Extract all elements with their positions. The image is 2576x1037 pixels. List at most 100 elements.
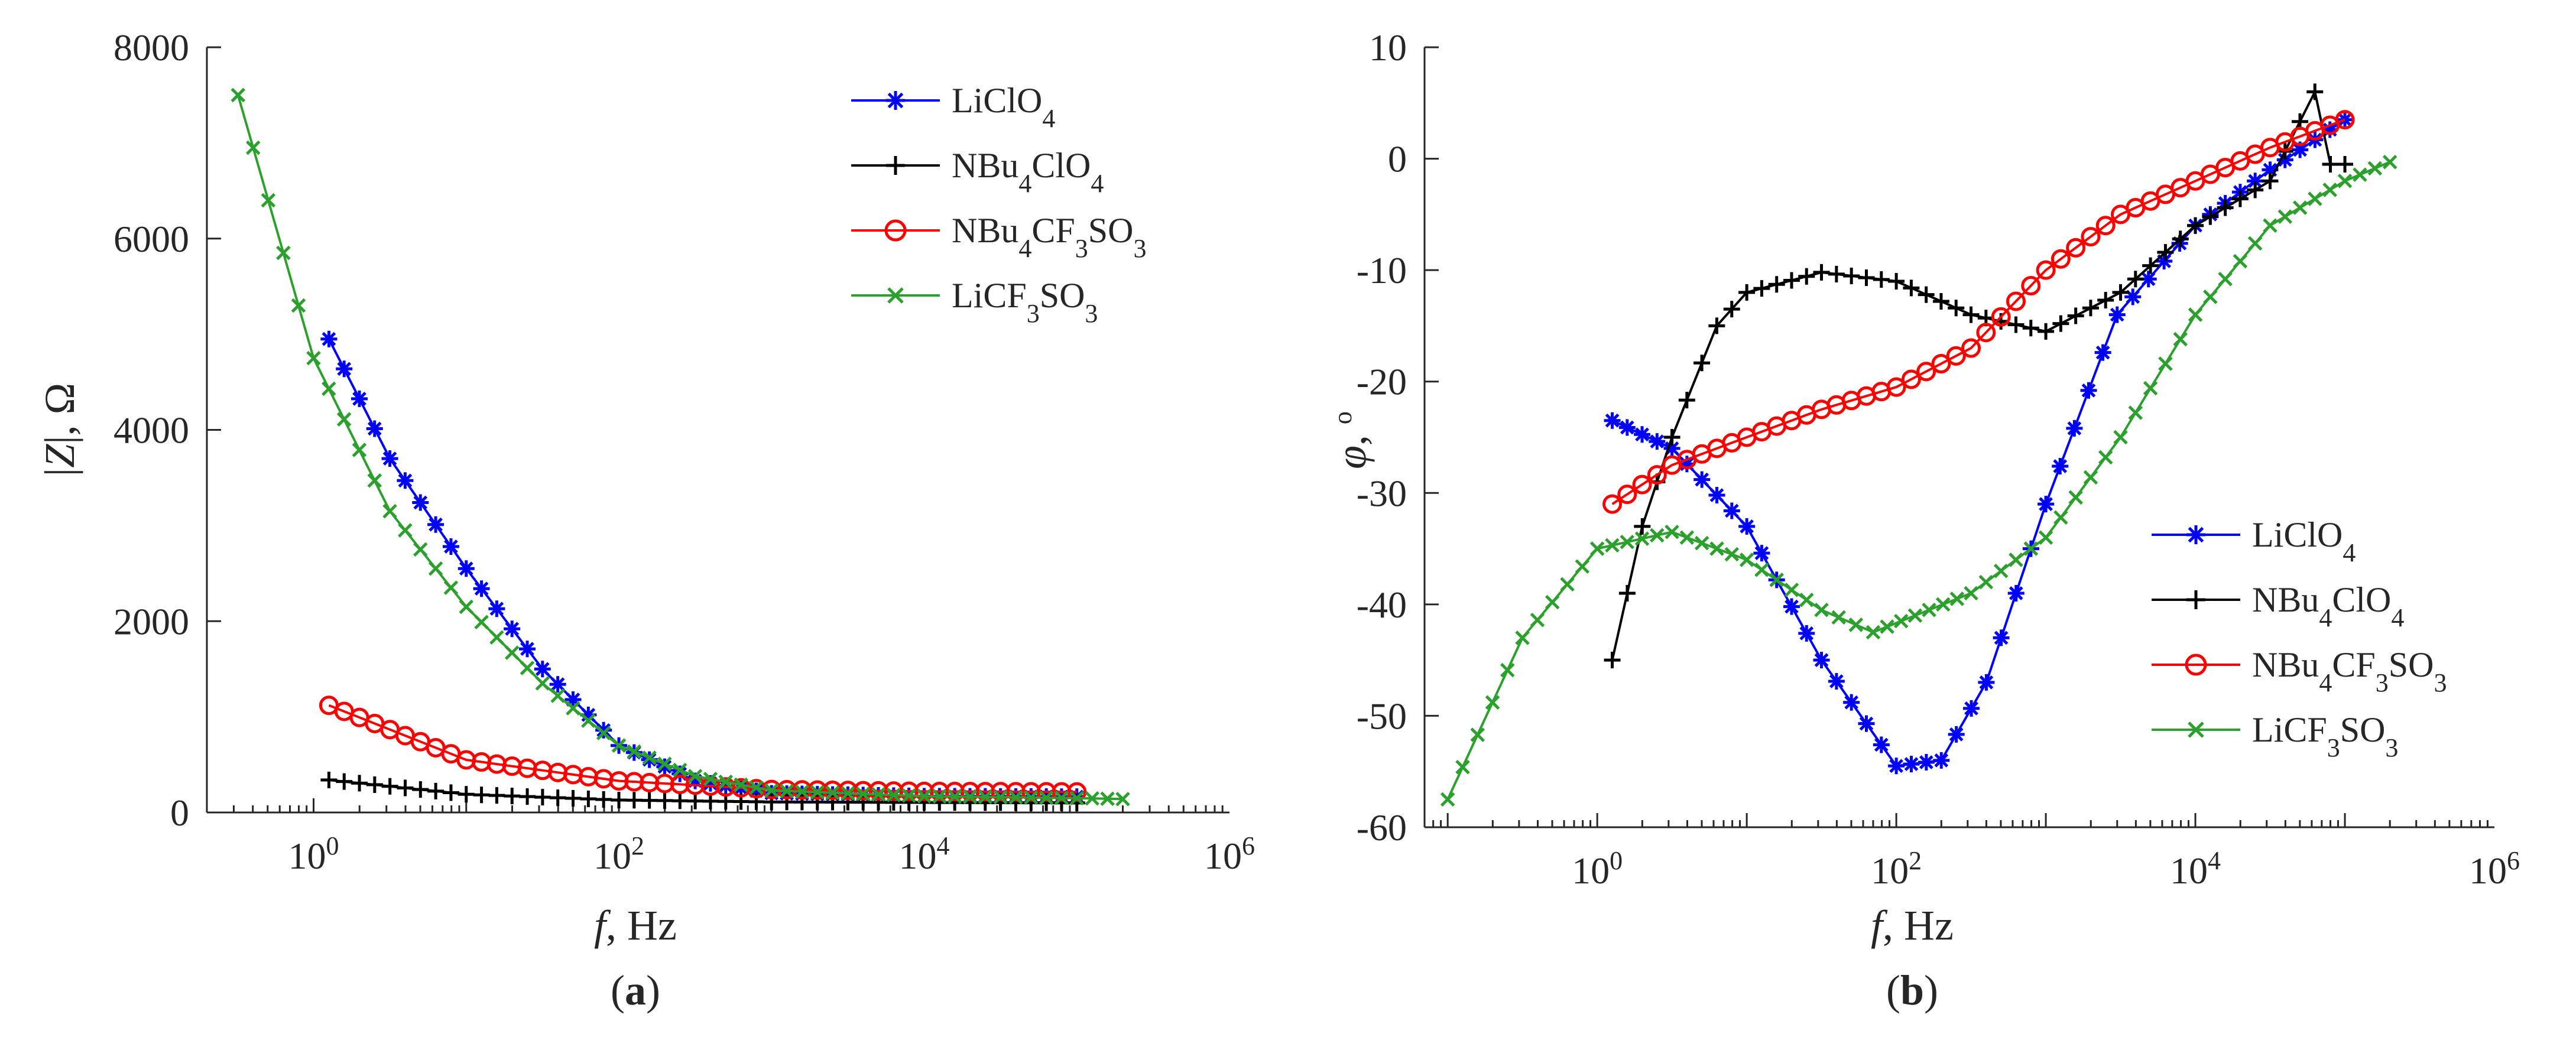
marker-cross xyxy=(1993,564,2009,578)
marker-cross xyxy=(2083,470,2098,485)
marker-cross xyxy=(962,789,978,804)
legend-label: LiCF3SO3 xyxy=(2252,710,2398,762)
marker-circle xyxy=(2185,654,2207,676)
formula-part: NBu xyxy=(952,146,1018,185)
marker-plus xyxy=(1888,273,1905,290)
subscript: 4 xyxy=(2319,668,2332,697)
marker-cross xyxy=(504,645,520,660)
marker-cross xyxy=(474,615,489,630)
marker-plus xyxy=(1634,518,1651,535)
formula-part: SO xyxy=(1040,276,1085,315)
marker-cross xyxy=(2337,174,2353,188)
marker-cross xyxy=(1605,538,1620,553)
legend-label: LiClO4 xyxy=(2252,515,2356,567)
marker-asterisk xyxy=(1828,672,1845,690)
panel-label-letter: b xyxy=(1900,967,1924,1014)
marker-plus xyxy=(778,794,796,811)
marker-asterisk xyxy=(1843,694,1860,711)
marker-plus xyxy=(1828,265,1845,282)
x-tick-label-base: 10 xyxy=(1871,850,1909,892)
marker-asterisk xyxy=(442,538,459,555)
marker-cross xyxy=(1634,531,1650,546)
marker-plus xyxy=(595,791,612,808)
x-axis-label-unit: , Hz xyxy=(1883,902,1954,949)
marker-cross xyxy=(2009,552,2023,567)
marker-asterisk xyxy=(427,516,445,533)
marker-asterisk xyxy=(518,641,536,658)
y-tick-label: 0 xyxy=(1388,138,1407,180)
marker-asterisk xyxy=(336,360,353,378)
legend-item: NBu4CF3SO3 xyxy=(2152,645,2447,697)
formula-part: SO xyxy=(2340,710,2386,749)
marker-asterisk xyxy=(1604,412,1621,429)
marker-asterisk xyxy=(656,758,673,775)
marker-cross xyxy=(1545,594,1560,610)
marker-cross xyxy=(2038,530,2053,545)
marker-plus xyxy=(1813,264,1830,281)
marker-asterisk xyxy=(1783,598,1800,615)
series-NBu4ClO4 xyxy=(1604,83,2354,669)
marker-asterisk xyxy=(1738,518,1756,535)
marker-cross xyxy=(566,701,580,716)
marker-plus xyxy=(488,787,505,804)
marker-plus xyxy=(351,775,368,792)
marker-cross xyxy=(1085,791,1099,806)
series-line xyxy=(328,704,1077,794)
marker-plus xyxy=(2007,316,2025,333)
marker-plus xyxy=(855,794,872,811)
marker-cross xyxy=(1530,612,1545,628)
marker-cross xyxy=(749,780,764,795)
series-NBu4CF3SO3 xyxy=(319,695,1087,802)
marker-circle xyxy=(2081,227,2101,247)
marker-plus xyxy=(320,771,338,788)
marker-plus xyxy=(1783,272,1800,289)
marker-cross xyxy=(687,769,703,784)
x-tick-label: 102 xyxy=(593,831,644,877)
marker-cross xyxy=(231,87,245,103)
x-tick-label-exponent: 4 xyxy=(937,831,950,860)
legend-label: LiCF3SO3 xyxy=(952,276,1098,328)
subscript: 3 xyxy=(2385,733,2398,762)
marker-cross xyxy=(810,785,825,799)
marker-cross xyxy=(2053,510,2068,525)
legend-item: LiCF3SO3 xyxy=(851,276,1098,328)
marker-cross xyxy=(2158,356,2173,371)
marker-asterisk xyxy=(2156,253,2173,270)
marker-plus xyxy=(2172,230,2189,248)
y-axis-label-unit: |, Ω xyxy=(36,383,83,444)
marker-asterisk xyxy=(1813,652,1830,669)
marker-plus xyxy=(519,788,536,805)
marker-asterisk xyxy=(1993,629,2010,646)
marker-cross xyxy=(1784,583,1799,597)
marker-asterisk xyxy=(1663,440,1680,457)
x-tick-label-exponent: 4 xyxy=(2208,846,2221,875)
marker-cross xyxy=(611,738,627,753)
x-tick-label-exponent: 2 xyxy=(631,831,644,860)
x-tick-label-exponent: 6 xyxy=(2507,846,2520,875)
subscript: 4 xyxy=(1042,104,1055,133)
marker-circle xyxy=(1916,362,1936,382)
marker-cross xyxy=(352,443,367,457)
marker-circle xyxy=(2066,238,2086,258)
subscript: 4 xyxy=(1018,234,1031,263)
x-tick-label-base: 10 xyxy=(288,835,326,877)
marker-asterisk xyxy=(549,676,566,693)
marker-circle xyxy=(1946,346,1966,366)
marker-cross xyxy=(1665,525,1679,539)
marker-cross xyxy=(1455,759,1470,775)
legend-item: NBu4ClO4 xyxy=(2152,580,2404,632)
marker-cross xyxy=(1709,541,1724,556)
marker-cross xyxy=(1500,662,1515,678)
marker-plus xyxy=(504,788,521,805)
marker-cross xyxy=(932,789,947,804)
marker-cross xyxy=(642,750,657,765)
marker-cross xyxy=(1024,790,1039,805)
marker-plus xyxy=(2142,257,2159,274)
marker-cross xyxy=(1694,535,1709,551)
marker-circle xyxy=(2335,110,2355,130)
marker-cross xyxy=(2188,721,2204,738)
series-NBu4CF3SO3 xyxy=(1602,110,2355,514)
marker-circle xyxy=(1886,377,1906,397)
marker-cross xyxy=(1620,534,1634,550)
